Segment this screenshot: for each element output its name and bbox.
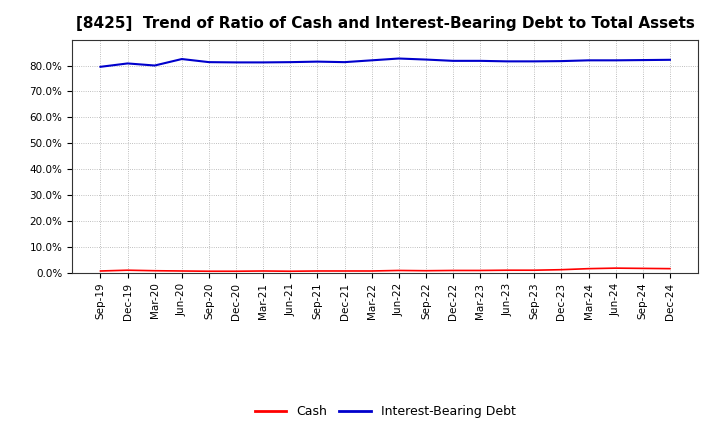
Interest-Bearing Debt [557,59,566,64]
Interest-Bearing Debt [421,57,430,62]
Interest-Bearing Debt [367,58,376,63]
Cash [286,268,294,274]
Cash [178,268,186,274]
Interest-Bearing Debt [395,56,403,61]
Interest-Bearing Debt [204,59,213,65]
Line: Interest-Bearing Debt: Interest-Bearing Debt [101,59,670,67]
Interest-Bearing Debt [449,58,457,63]
Interest-Bearing Debt [313,59,322,64]
Cash [639,266,647,271]
Cash [503,268,511,273]
Cash [232,268,240,274]
Interest-Bearing Debt [178,56,186,62]
Cash [96,268,105,274]
Cash [557,267,566,272]
Cash [341,268,349,274]
Interest-Bearing Debt [123,61,132,66]
Cash [476,268,485,273]
Interest-Bearing Debt [503,59,511,64]
Cash [150,268,159,273]
Interest-Bearing Debt [259,60,268,65]
Interest-Bearing Debt [341,59,349,65]
Cash [665,266,674,271]
Title: [8425]  Trend of Ratio of Cash and Interest-Bearing Debt to Total Assets: [8425] Trend of Ratio of Cash and Intere… [76,16,695,32]
Line: Cash: Cash [101,268,670,271]
Cash [367,268,376,274]
Cash [395,268,403,273]
Interest-Bearing Debt [611,58,620,63]
Cash [584,266,593,271]
Cash [259,268,268,274]
Interest-Bearing Debt [665,57,674,62]
Interest-Bearing Debt [286,59,294,65]
Cash [449,268,457,273]
Legend: Cash, Interest-Bearing Debt: Cash, Interest-Bearing Debt [250,400,521,423]
Cash [421,268,430,273]
Cash [530,268,539,273]
Interest-Bearing Debt [476,58,485,63]
Interest-Bearing Debt [530,59,539,64]
Cash [611,265,620,271]
Cash [204,268,213,274]
Interest-Bearing Debt [150,63,159,68]
Interest-Bearing Debt [96,64,105,70]
Interest-Bearing Debt [232,60,240,65]
Interest-Bearing Debt [584,58,593,63]
Interest-Bearing Debt [639,58,647,63]
Cash [313,268,322,274]
Cash [123,268,132,273]
